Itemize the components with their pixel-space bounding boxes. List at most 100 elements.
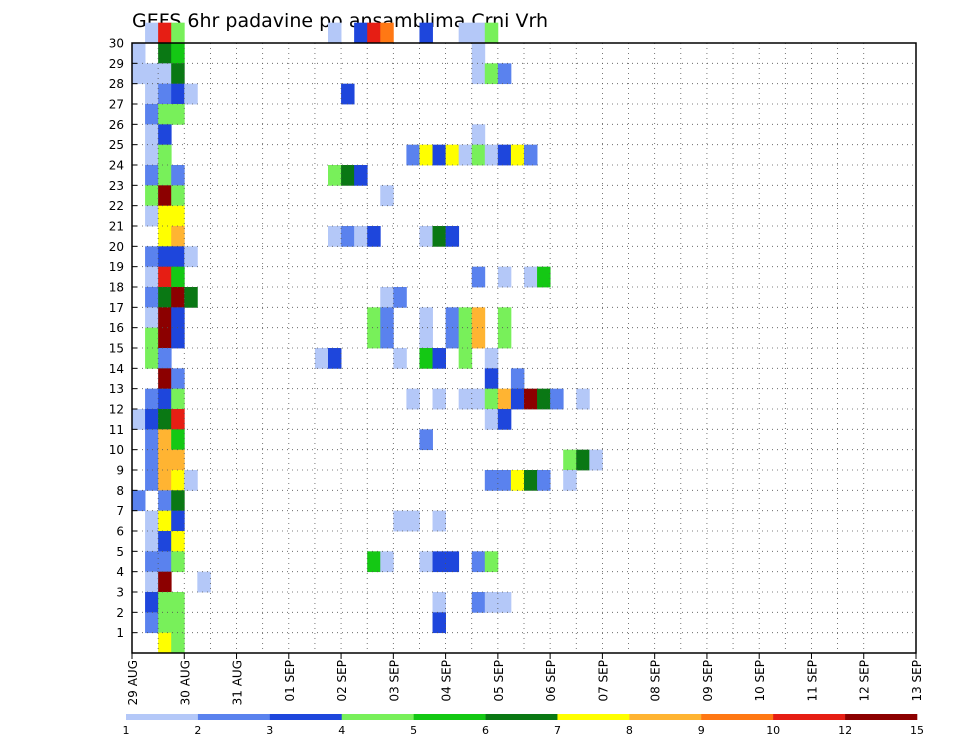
x-tick-label: 29 AUG	[126, 660, 140, 705]
heatmap-cell	[484, 388, 499, 410]
heatmap-cell	[158, 22, 172, 44]
heatmap-cell	[158, 104, 172, 125]
heatmap-cell	[184, 83, 198, 105]
heatmap-cell	[171, 368, 185, 390]
heatmap-cell	[354, 22, 368, 44]
heatmap-cell	[497, 327, 512, 349]
heatmap-cell	[145, 307, 159, 329]
x-tick-label: 12 SEP	[858, 660, 872, 702]
y-tick-label: 10	[109, 443, 124, 457]
colorbar-segment	[197, 714, 271, 720]
heatmap-cell	[367, 307, 381, 329]
heatmap-cell	[171, 490, 185, 512]
heatmap-cell	[576, 449, 590, 471]
colorbar-label: 5	[410, 724, 417, 737]
heatmap-cell	[145, 83, 159, 105]
y-tick-label: 6	[116, 525, 124, 539]
heatmap-cell	[171, 429, 185, 451]
y-tick-label: 13	[109, 382, 124, 396]
x-tick-label: 02 SEP	[335, 660, 349, 702]
y-tick-label: 24	[109, 159, 124, 173]
heatmap-cell	[484, 592, 499, 613]
heatmap-cell	[184, 287, 198, 308]
colorbar-segment	[557, 714, 630, 720]
heatmap-cell	[328, 165, 342, 186]
heatmap-cell	[158, 205, 172, 227]
heatmap-cell	[367, 226, 381, 247]
heatmap-cell	[145, 429, 159, 451]
chart-title: GEFS 6hr padavine po ansamblima Crni Vrh	[132, 10, 548, 32]
heatmap-cell	[171, 165, 185, 186]
heatmap-cell	[510, 388, 525, 410]
heatmap-cell	[419, 22, 433, 44]
heatmap-cell	[171, 22, 185, 44]
heatmap-cell	[171, 266, 185, 288]
colorbar-label: 8	[626, 724, 633, 737]
y-tick-label: 26	[109, 118, 124, 132]
heatmap-cell	[171, 327, 185, 349]
heatmap-cell	[171, 43, 185, 64]
colorbar-segment	[701, 714, 774, 720]
heatmap-cell	[471, 307, 486, 329]
heatmap-cell	[445, 551, 460, 573]
heatmap-cell	[197, 571, 211, 593]
heatmap-cell	[471, 551, 486, 573]
heatmap-cell	[145, 327, 159, 349]
y-tick-label: 29	[109, 57, 124, 71]
heatmap-cell	[158, 226, 172, 247]
heatmap-cell	[158, 83, 172, 105]
heatmap-cell	[406, 388, 420, 410]
heatmap-cell	[132, 490, 146, 512]
heatmap-cell	[341, 83, 355, 105]
heatmap-cell	[158, 63, 172, 85]
heatmap-cell	[158, 307, 172, 329]
heatmap-cell	[158, 490, 172, 512]
heatmap-cell	[432, 551, 446, 573]
heatmap-cell	[171, 449, 185, 471]
heatmap-cell	[471, 43, 486, 64]
heatmap-cell	[497, 144, 512, 166]
heatmap-cell	[158, 266, 172, 288]
heatmap-cell	[158, 551, 172, 573]
colorbar-label: 7	[554, 724, 561, 737]
heatmap-cell	[380, 22, 394, 44]
heatmap-cell	[158, 510, 172, 532]
y-tick-label: 2	[116, 606, 124, 620]
x-tick-label: 04 SEP	[440, 660, 454, 702]
heatmap-cell	[537, 266, 551, 288]
heatmap-cell	[341, 226, 355, 247]
heatmap-cell	[158, 632, 172, 654]
heatmap-cell	[145, 246, 159, 268]
heatmap-cell	[497, 409, 512, 430]
colorbar-segment	[341, 714, 414, 720]
heatmap-cell	[145, 144, 159, 166]
heatmap-cell	[158, 429, 172, 451]
heatmap-cell	[510, 368, 525, 390]
heatmap-cell	[171, 226, 185, 247]
y-tick-label: 8	[116, 484, 124, 498]
heatmap-cell	[145, 124, 159, 146]
x-tick-label: 09 SEP	[701, 660, 715, 702]
heatmap-cell	[145, 449, 159, 471]
heatmap-cell	[158, 246, 172, 268]
heatmap-cell	[314, 348, 329, 369]
y-tick-label: 19	[109, 260, 124, 274]
heatmap-cell	[537, 470, 551, 491]
heatmap-cell	[171, 104, 185, 125]
heatmap-cell	[524, 470, 538, 491]
heatmap-cell	[341, 165, 355, 186]
heatmap-cell	[145, 510, 159, 532]
y-tick-label: 15	[109, 342, 124, 356]
heatmap-cell	[145, 205, 159, 227]
heatmap-cell	[393, 510, 407, 532]
heatmap-cell	[367, 327, 381, 349]
colorbar-label: 15	[910, 724, 924, 737]
colorbar-label: 1	[123, 724, 130, 737]
y-tick-label: 17	[109, 301, 124, 315]
heatmap-cell	[432, 612, 446, 634]
heatmap-cell	[171, 83, 185, 105]
heatmap-cell	[171, 632, 185, 654]
heatmap-cell	[158, 368, 172, 390]
heatmap-cell	[510, 470, 525, 491]
